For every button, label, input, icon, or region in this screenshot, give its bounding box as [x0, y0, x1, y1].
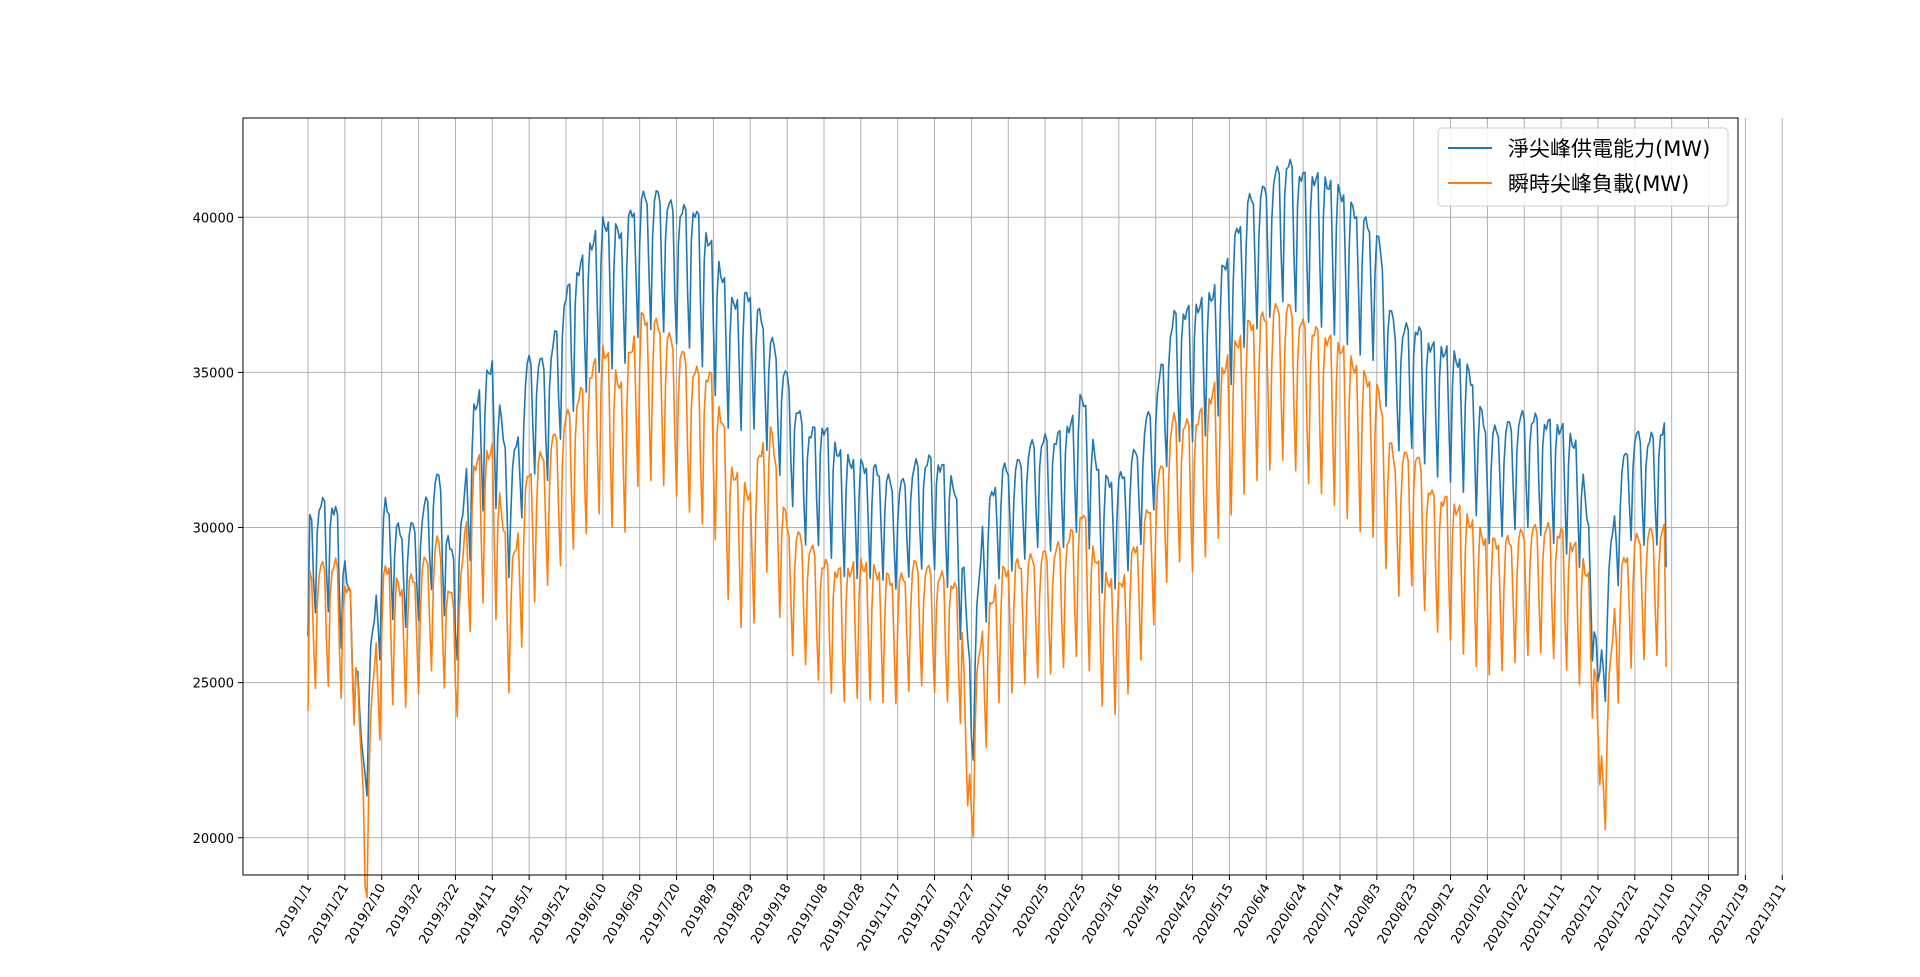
grid: [243, 118, 1783, 875]
plot-frame: [242, 117, 1739, 876]
legend: 淨尖峰供電能力(MW) 瞬時尖峰負載(MW): [1437, 127, 1729, 207]
series-group: [307, 158, 1667, 899]
y-axis: 20000 25000 30000 35000 40000: [193, 211, 243, 847]
series-line-instant-peak-load: [307, 302, 1667, 899]
legend-label-instant-peak-load: 瞬時尖峰負載(MW): [1508, 172, 1689, 196]
y-tick-label: 20000: [193, 832, 234, 847]
legend-label-net-peak-supply: 淨尖峰供電能力(MW): [1508, 137, 1710, 161]
legend-box: [1437, 127, 1729, 207]
series-line-net-peak-supply: [307, 158, 1667, 797]
y-tick-label: 30000: [193, 522, 234, 537]
y-tick-label: 35000: [193, 366, 234, 381]
y-tick-label: 25000: [193, 677, 234, 692]
y-tick-label: 40000: [193, 211, 234, 226]
